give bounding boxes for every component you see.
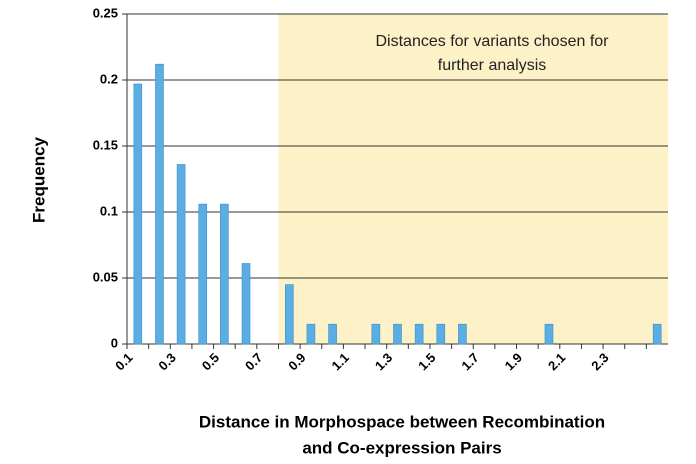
bar bbox=[393, 323, 402, 345]
bar bbox=[284, 284, 294, 345]
x-tick-label: 1.3 bbox=[372, 350, 395, 373]
x-tick-label: 1.1 bbox=[329, 350, 352, 373]
x-tick-label: 0.9 bbox=[285, 350, 308, 373]
bar bbox=[371, 323, 381, 345]
x-tick-label: 1.9 bbox=[502, 350, 525, 373]
annotation: further analysis bbox=[438, 57, 547, 74]
x-tick-label: 0.3 bbox=[155, 350, 178, 373]
annotation: Distances for variants chosen for bbox=[376, 33, 610, 50]
bar bbox=[241, 263, 251, 345]
x-tick-label: 0.1 bbox=[112, 350, 135, 373]
bar bbox=[652, 323, 662, 345]
y-tick-label: 0.15 bbox=[93, 137, 118, 152]
highlight-region bbox=[278, 14, 668, 344]
bar bbox=[176, 164, 186, 345]
bar bbox=[306, 323, 316, 345]
y-tick-label: 0.25 bbox=[93, 5, 118, 20]
bar bbox=[328, 323, 337, 345]
y-axis-title: Frequency bbox=[29, 136, 48, 223]
bar bbox=[133, 83, 143, 345]
x-axis-title: Distance in Morphospace between Recombin… bbox=[199, 412, 605, 431]
x-tick-label: 2.1 bbox=[545, 350, 568, 373]
y-tick-label: 0.2 bbox=[100, 71, 118, 86]
bar bbox=[414, 323, 424, 345]
x-tick-label: 0.5 bbox=[199, 350, 222, 373]
y-tick-label: 0 bbox=[111, 335, 118, 350]
x-axis-title: and Co-expression Pairs bbox=[302, 438, 501, 457]
x-tick-label: 1.5 bbox=[415, 350, 438, 373]
bar bbox=[458, 323, 467, 345]
bar bbox=[544, 323, 554, 345]
y-tick-label: 0.1 bbox=[100, 203, 118, 218]
bar bbox=[436, 323, 446, 345]
y-tick-label: 0.05 bbox=[93, 269, 118, 284]
x-tick-label: 0.7 bbox=[242, 350, 265, 373]
bar bbox=[198, 203, 208, 345]
x-tick-label: 1.7 bbox=[458, 350, 481, 373]
bar bbox=[220, 203, 229, 345]
x-tick-label: 2.3 bbox=[588, 350, 611, 373]
bar bbox=[155, 63, 164, 345]
